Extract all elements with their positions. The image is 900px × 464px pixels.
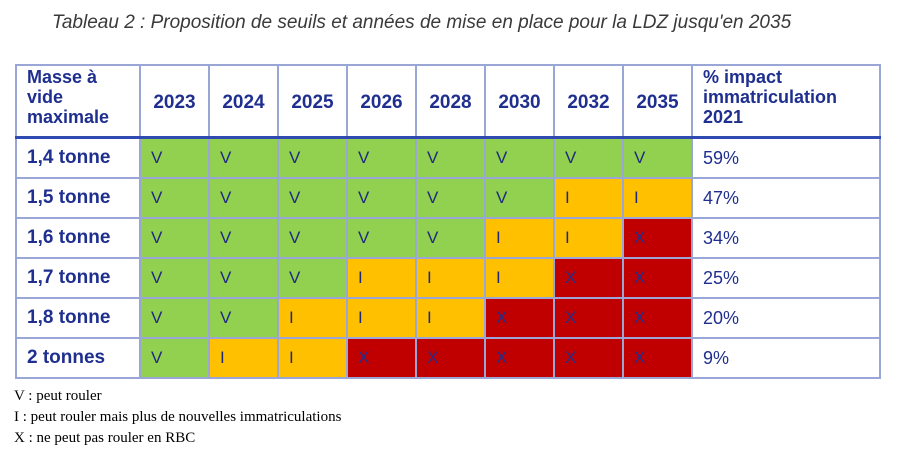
mass-header-line: vide <box>27 87 64 107</box>
row-mass-label: 1,5 tonne <box>15 177 141 219</box>
status-cell-x: X <box>484 337 555 379</box>
status-cell-v: V <box>346 177 417 219</box>
status-cell-v: V <box>139 257 210 299</box>
legend: V : peut rouler I : peut rouler mais plu… <box>14 386 341 449</box>
impact-value: 34% <box>691 217 881 259</box>
status-cell-v: V <box>277 257 348 299</box>
table-row: 1,8 tonne V V I I I X X X 20% <box>15 297 881 339</box>
row-mass-label: 1,6 tonne <box>15 217 141 259</box>
year-header: 2026 <box>346 64 417 139</box>
status-cell-i: I <box>553 177 624 219</box>
year-header: 2035 <box>622 64 693 139</box>
year-header: 2032 <box>553 64 624 139</box>
impact-value: 20% <box>691 297 881 339</box>
status-cell-v: V <box>277 217 348 259</box>
impact-value: 47% <box>691 177 881 219</box>
impact-column-header: % impact immatriculation 2021 <box>691 64 881 139</box>
impact-header-line: 2021 <box>703 107 744 127</box>
legend-item-v: V : peut rouler <box>14 388 102 404</box>
status-cell-v: V <box>415 177 486 219</box>
status-cell-i: I <box>277 297 348 339</box>
year-header: 2024 <box>208 64 279 139</box>
status-cell-i: I <box>346 297 417 339</box>
impact-value: 59% <box>691 136 881 179</box>
impact-value: 9% <box>691 337 881 379</box>
status-cell-v: V <box>415 136 486 179</box>
status-cell-v: V <box>139 217 210 259</box>
status-cell-v: V <box>139 177 210 219</box>
status-cell-x: X <box>553 337 624 379</box>
status-cell-x: X <box>553 257 624 299</box>
status-cell-v: V <box>484 177 555 219</box>
status-cell-x: X <box>553 297 624 339</box>
impact-header-line: % impact <box>703 67 783 87</box>
table-caption: Tableau 2 : Proposition de seuils et ann… <box>52 12 792 33</box>
status-cell-v: V <box>208 257 279 299</box>
table-header-row: Masse à vide maximale 2023 2024 2025 202… <box>15 64 881 139</box>
status-cell-i: I <box>415 297 486 339</box>
status-cell-i: I <box>484 257 555 299</box>
status-cell-v: V <box>139 297 210 339</box>
status-cell-i: I <box>277 337 348 379</box>
status-cell-v: V <box>139 136 210 179</box>
status-cell-v: V <box>484 136 555 179</box>
status-cell-v: V <box>622 136 693 179</box>
status-cell-v: V <box>346 217 417 259</box>
legend-item-i: I : peut rouler mais plus de nouvelles i… <box>14 409 342 425</box>
impact-header-line: immatriculation <box>703 87 838 107</box>
status-cell-x: X <box>484 297 555 339</box>
status-cell-v: V <box>208 177 279 219</box>
year-header: 2023 <box>139 64 210 139</box>
status-cell-v: V <box>346 136 417 179</box>
status-cell-v: V <box>277 136 348 179</box>
status-cell-i: I <box>622 177 693 219</box>
row-mass-label: 2 tonnes <box>15 337 141 379</box>
mass-column-header: Masse à vide maximale <box>15 64 141 139</box>
status-cell-i: I <box>208 337 279 379</box>
row-mass-label: 1,7 tonne <box>15 257 141 299</box>
year-header: 2028 <box>415 64 486 139</box>
status-cell-v: V <box>208 217 279 259</box>
impact-value: 25% <box>691 257 881 299</box>
year-header: 2030 <box>484 64 555 139</box>
status-cell-x: X <box>622 337 693 379</box>
row-mass-label: 1,4 tonne <box>15 136 141 179</box>
status-cell-i: I <box>346 257 417 299</box>
mass-header-line: Masse à <box>27 67 98 87</box>
status-cell-v: V <box>553 136 624 179</box>
legend-item-x: X : ne peut pas rouler en RBC <box>14 430 196 446</box>
status-cell-v: V <box>415 217 486 259</box>
table-row: 1,5 tonne V V V V V V I I 47% <box>15 177 881 219</box>
status-cell-i: I <box>415 257 486 299</box>
year-header: 2025 <box>277 64 348 139</box>
mass-header-line: maximale <box>27 107 110 127</box>
table-row: 1,7 tonne V V V I I I X X 25% <box>15 257 881 299</box>
status-cell-x: X <box>622 217 693 259</box>
status-cell-x: X <box>622 257 693 299</box>
table-row: 1,4 tonne V V V V V V V V 59% <box>15 136 881 179</box>
status-cell-i: I <box>553 217 624 259</box>
status-cell-v: V <box>277 177 348 219</box>
table-row: 2 tonnes V I I X X X X X 9% <box>15 337 881 379</box>
status-cell-x: X <box>622 297 693 339</box>
status-cell-x: X <box>415 337 486 379</box>
status-cell-v: V <box>139 337 210 379</box>
status-cell-v: V <box>208 136 279 179</box>
table-row: 1,6 tonne V V V V V I I X 34% <box>15 217 881 259</box>
status-cell-i: I <box>484 217 555 259</box>
status-cell-v: V <box>208 297 279 339</box>
ldz-threshold-table: Masse à vide maximale 2023 2024 2025 202… <box>15 64 881 379</box>
status-cell-x: X <box>346 337 417 379</box>
row-mass-label: 1,8 tonne <box>15 297 141 339</box>
